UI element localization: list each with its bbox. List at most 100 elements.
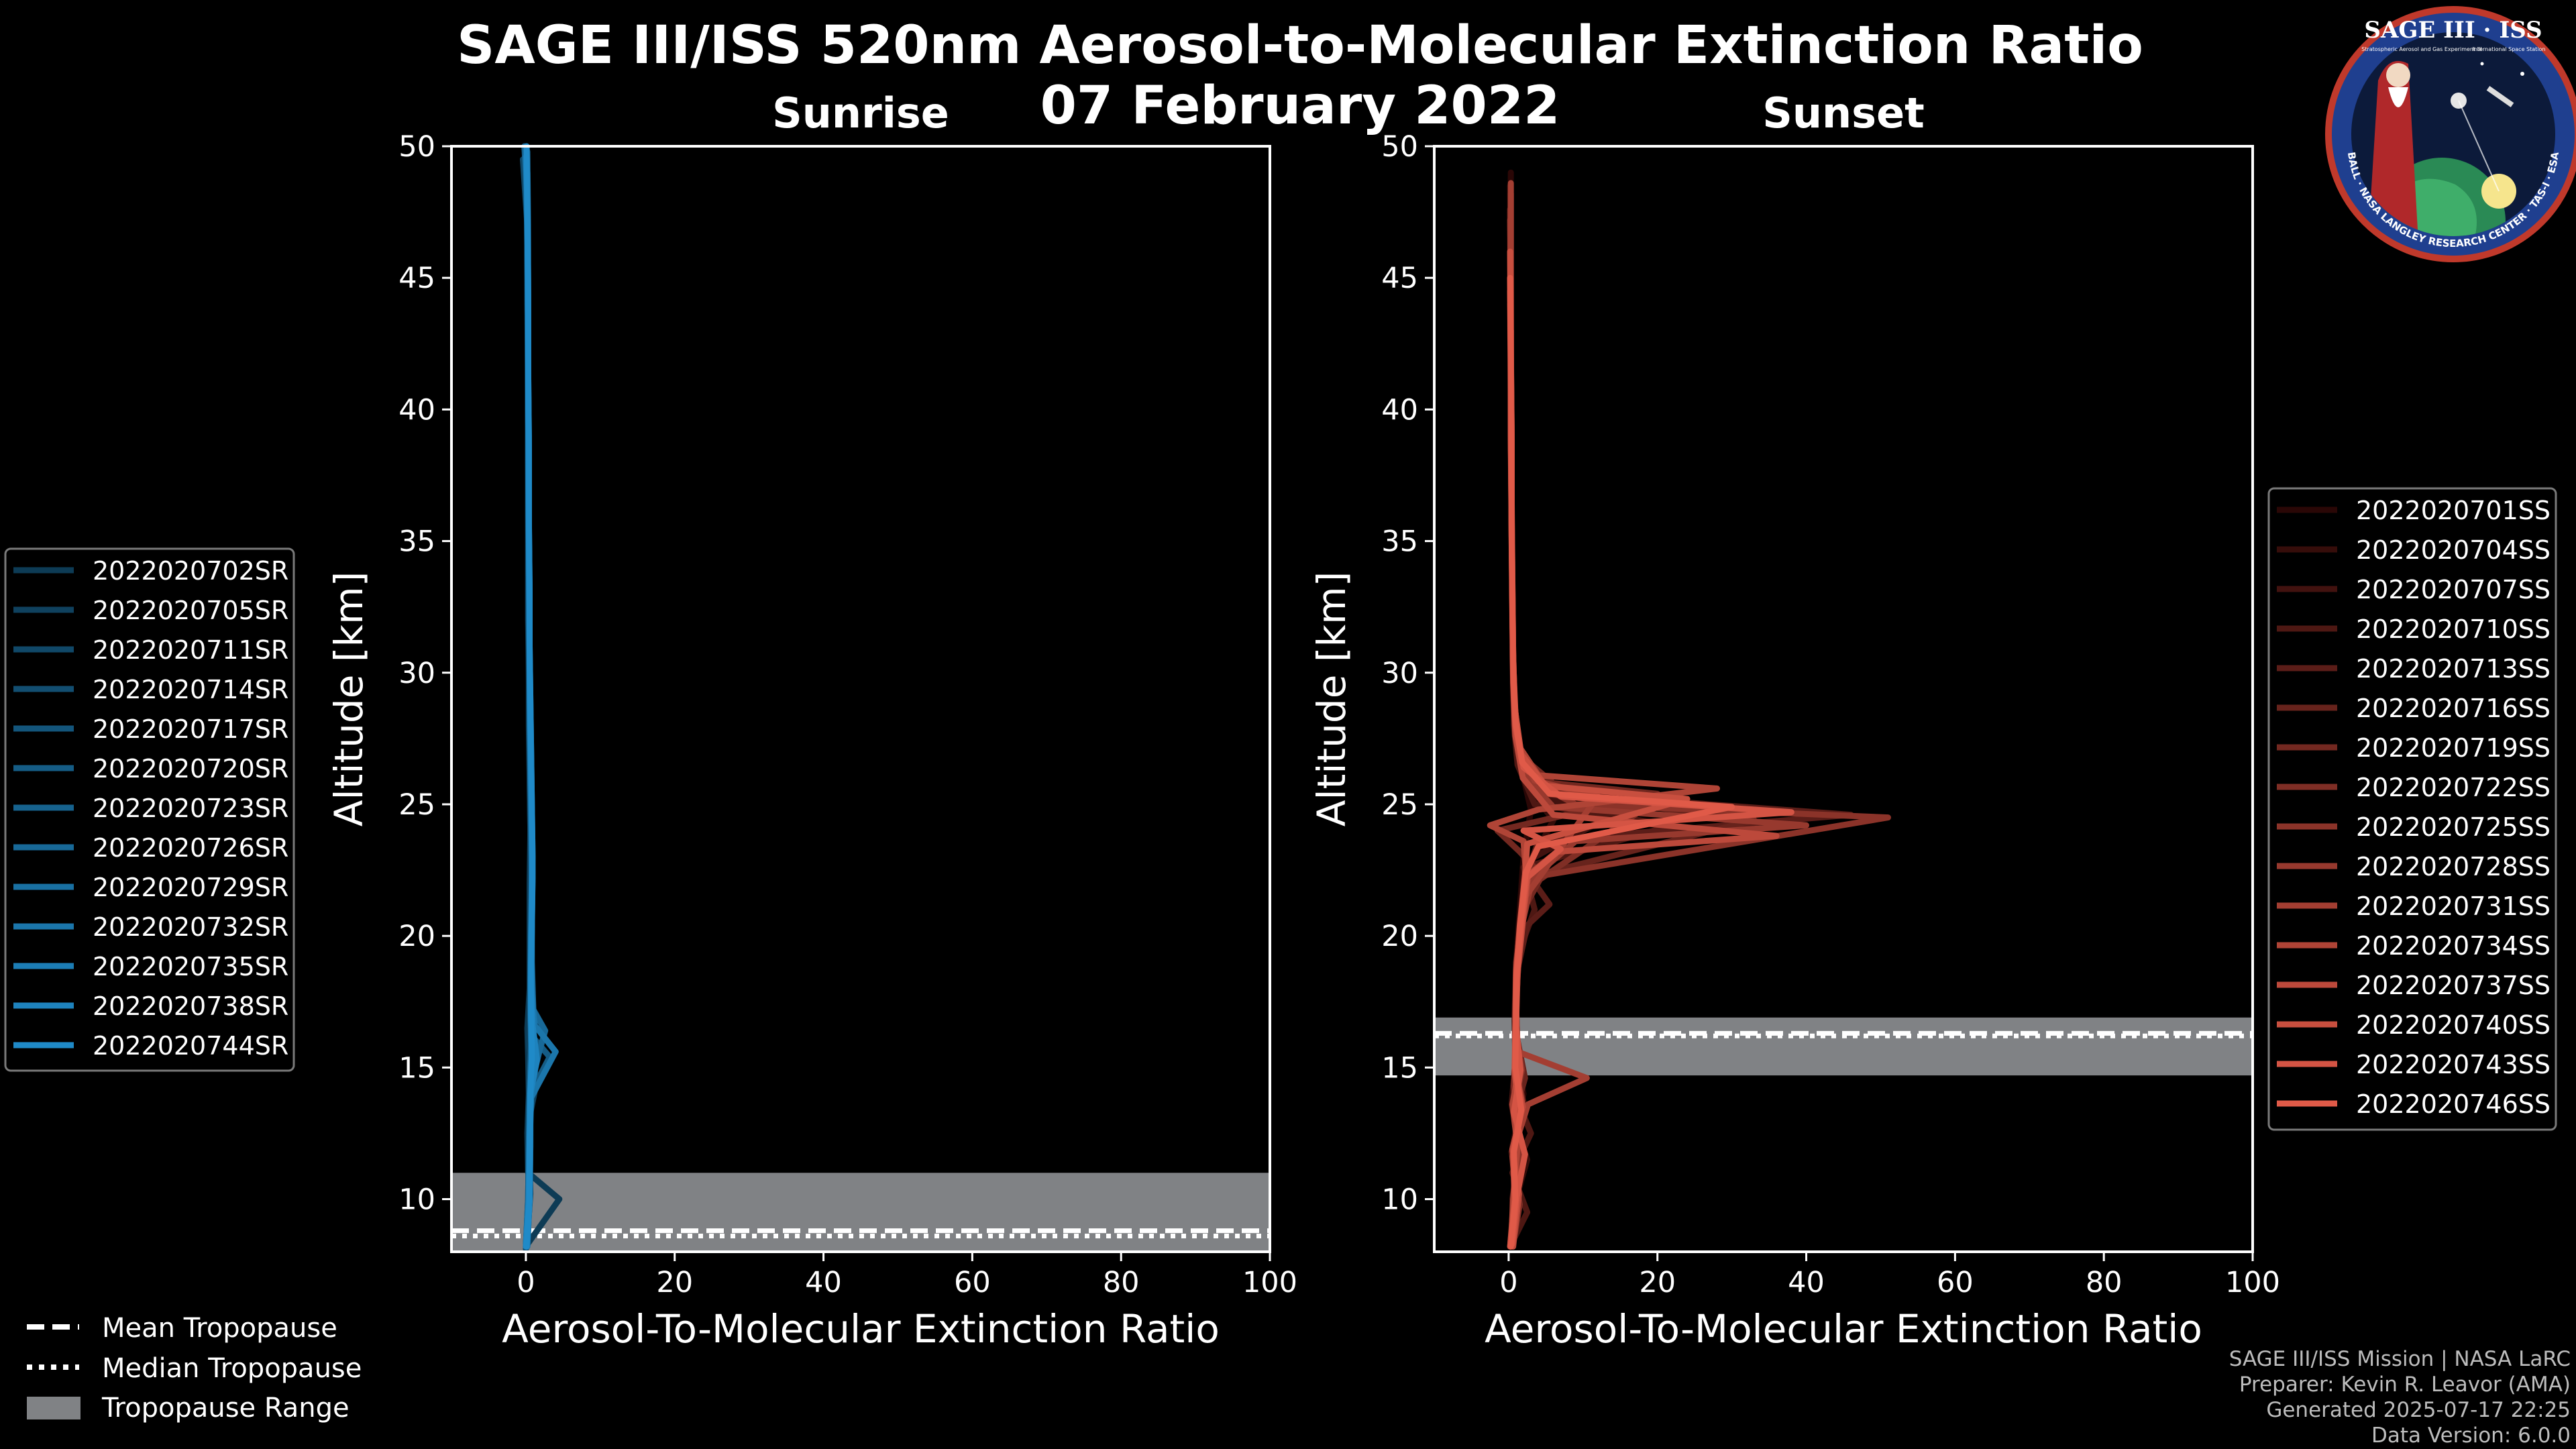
- sunrise-x-tick-label: 60: [954, 1266, 991, 1299]
- sunset-legend-label: 2022020731SS: [2356, 892, 2551, 921]
- sunrise-x-tick-label: 20: [656, 1266, 693, 1299]
- sunrise-legend-label: 2022020729SR: [93, 873, 288, 902]
- sunset-y-tick-label: 30: [1381, 657, 1418, 690]
- sunset-y-tick-label: 25: [1381, 788, 1418, 822]
- sunset-legend-frame: [2267, 487, 2557, 1131]
- sunrise-x-tick-label: 100: [1242, 1266, 1297, 1299]
- chart-title: SAGE III/ISS 520nm Aerosol-to-Molecular …: [457, 15, 2143, 76]
- footer-preparer: Preparer: Kevin R. Leavor (AMA): [2239, 1373, 2571, 1397]
- sunset-y-tick-label: 50: [1381, 130, 1418, 164]
- sunrise-legend-label: 2022020744SR: [93, 1031, 288, 1061]
- sunset-legend-label: 2022020710SS: [2356, 614, 2551, 644]
- sunrise-y-tick-label: 15: [398, 1051, 435, 1085]
- sunrise-panel-title: Sunrise: [772, 89, 949, 138]
- median-tropopause-label: Median Tropopause: [102, 1353, 362, 1384]
- sunrise-legend-label: 2022020732SR: [93, 912, 288, 942]
- sunset-legend-label: 2022020737SS: [2356, 971, 2551, 1000]
- sunrise-legend-entries: 2022020702SR 2022020705SR 2022020711SR 2022…: [13, 556, 288, 1061]
- sunrise-legend-label: 2022020717SR: [93, 714, 288, 744]
- logo-star-icon: [2520, 72, 2524, 76]
- sunset-x-tick-label: 20: [1639, 1266, 1676, 1299]
- footer-mission: SAGE III/ISS Mission | NASA LaRC: [2229, 1347, 2571, 1371]
- sunset-legend-label: 2022020701SS: [2356, 496, 2551, 525]
- sunrise-y-tick-label: 25: [398, 788, 435, 822]
- sunrise-y-tick-label: 40: [398, 393, 435, 427]
- sunrise-legend-label: 2022020720SR: [93, 754, 288, 784]
- footer-version: Data Version: 6.0.0: [2371, 1424, 2571, 1448]
- sunset-legend-label: 2022020740SS: [2356, 1010, 2551, 1040]
- sunset-legend-label: 2022020725SS: [2356, 812, 2551, 842]
- sunset-panel-title: Sunset: [1762, 89, 1925, 138]
- sunset-y-tick-label: 15: [1381, 1051, 1418, 1085]
- sunset-legend-label: 2022020707SS: [2356, 575, 2551, 604]
- sunrise-legend-label: 2022020735SR: [93, 952, 288, 981]
- sunrise-x-tick-label: 40: [805, 1266, 842, 1299]
- sunset-y-tick-label: 45: [1381, 262, 1418, 295]
- sunrise-y-tick-label: 30: [398, 657, 435, 690]
- sunset-legend-label: 2022020746SS: [2356, 1089, 2551, 1119]
- logo-star-icon: [2480, 62, 2484, 66]
- sunset-legend-label: 2022020728SS: [2356, 852, 2551, 881]
- sunset-tropopause-range: [1434, 1017, 2253, 1076]
- sunset-legend-label: 2022020722SS: [2356, 773, 2551, 802]
- sunrise-y-tick-label: 50: [398, 130, 435, 164]
- logo-title: SAGE III · ISS: [2364, 17, 2542, 44]
- sunrise-plot-area: [451, 146, 1270, 1252]
- sunrise-series-line-2022020744SR: [523, 146, 536, 1250]
- sunset-x-tick-label: 80: [2086, 1266, 2123, 1299]
- sunset-legend: 2022020701SS 2022020704SS 2022020707SS 2022…: [2267, 487, 2557, 1131]
- sunrise-axes-frame: [450, 145, 1271, 1253]
- sunrise-legend-label: 2022020702SR: [93, 556, 288, 586]
- sage-iii-iss-logo: SAGE III · ISS Stratospheric Aerosol and…: [2325, 6, 2576, 262]
- sunrise-legend-label: 2022020738SR: [93, 991, 288, 1021]
- sunset-series-line-2022020746SS: [1507, 274, 1735, 1250]
- sunset-legend-label: 2022020734SS: [2356, 931, 2551, 961]
- sunrise-legend-label: 2022020726SR: [93, 833, 288, 863]
- sunrise-y-tick-label: 20: [398, 920, 435, 953]
- sunset-panel: Sunset 0 20 40 60 80 100 10 15 20 25 30 35 40 45 50 Aero…: [1309, 89, 2280, 1352]
- sunset-x-tick-label: 0: [1499, 1266, 1517, 1299]
- sunrise-legend-label: 2022020723SR: [93, 794, 288, 823]
- sunset-y-tick-label: 40: [1381, 393, 1418, 427]
- footer-generated: Generated 2025-07-17 22:25: [2266, 1398, 2571, 1422]
- sunrise-legend: 2022020702SR 2022020705SR 2022020711SR 2022…: [4, 547, 295, 1072]
- sunset-plot-area: [1434, 146, 2253, 1252]
- sunrise-legend-label: 2022020705SR: [93, 596, 288, 625]
- sunrise-legend-frame: [4, 547, 295, 1072]
- sunset-y-tick-label: 10: [1381, 1183, 1418, 1217]
- logo-iss-icon: [2486, 86, 2514, 107]
- sunrise-x-tick-label: 80: [1103, 1266, 1140, 1299]
- logo-wizard-robe-icon: [2368, 61, 2418, 236]
- sunrise-tropopause-range: [451, 1173, 1270, 1252]
- sunrise-y-tick-label: 45: [398, 262, 435, 295]
- sunset-legend-label: 2022020713SS: [2356, 654, 2551, 684]
- sunset-x-tick-label: 40: [1788, 1266, 1825, 1299]
- sunset-legend-label: 2022020743SS: [2356, 1050, 2551, 1079]
- sunset-legend-entries: 2022020701SS 2022020704SS 2022020707SS 2022…: [2277, 496, 2551, 1119]
- logo-subtitle: Stratospheric Aerosol and Gas Experiment…: [2361, 46, 2481, 52]
- sunset-y-tick-label: 20: [1381, 920, 1418, 953]
- sunrise-legend-label: 2022020711SR: [93, 635, 288, 665]
- sunrise-y-tick-label: 10: [398, 1183, 435, 1217]
- sunrise-y-axis-label: Altitude [km]: [326, 572, 372, 826]
- logo-beam-icon: [2458, 100, 2500, 192]
- sunrise-legend-label: 2022020714SR: [93, 675, 288, 704]
- chart-date: 07 February 2022: [1040, 76, 1560, 136]
- sunset-legend-label: 2022020716SS: [2356, 694, 2551, 723]
- sunset-legend-label: 2022020719SS: [2356, 733, 2551, 763]
- sunset-y-tick-label: 35: [1381, 525, 1418, 559]
- sunset-axes-frame: [1433, 145, 2254, 1253]
- logo-wizard-face-icon: [2386, 63, 2410, 87]
- sunset-y-axis-label: Altitude [km]: [1309, 572, 1354, 826]
- logo-subtitle-iss: International Space Station: [2473, 46, 2546, 52]
- sunrise-panel: Sunrise 0 20 40 60 80 100 10 15 20 25 30 35 40 45 50 Aer…: [326, 89, 1297, 1352]
- sunrise-x-axis-label: Aerosol-To-Molecular Extinction Ratio: [502, 1306, 1220, 1352]
- sunrise-x-tick-label: 0: [517, 1266, 535, 1299]
- sunset-x-tick-label: 60: [1937, 1266, 1974, 1299]
- tropopause-legend: Mean Tropopause Median Tropopause Tropop…: [27, 1313, 362, 1424]
- tropopause-range-swatch: [27, 1397, 80, 1419]
- sunset-x-tick-label: 100: [2225, 1266, 2280, 1299]
- tropopause-range-label: Tropopause Range: [101, 1393, 350, 1424]
- sunset-legend-label: 2022020704SS: [2356, 535, 2551, 565]
- sunset-x-axis-label: Aerosol-To-Molecular Extinction Ratio: [1485, 1306, 2202, 1352]
